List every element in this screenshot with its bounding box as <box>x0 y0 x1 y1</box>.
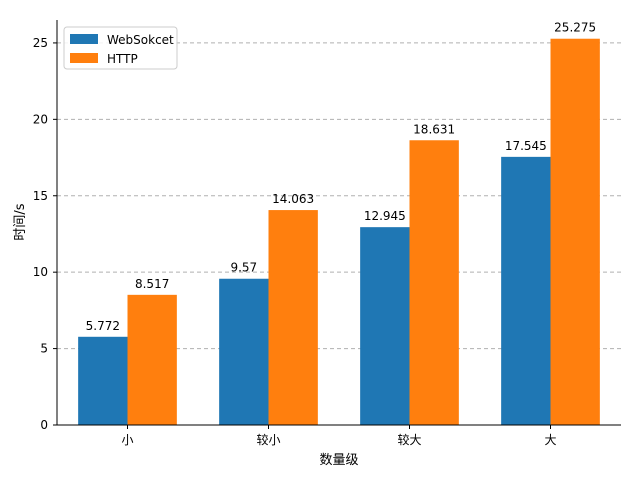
x-tick-label: 大 <box>544 433 556 447</box>
data-label: 8.517 <box>135 277 169 291</box>
y-tick-label: 0 <box>40 418 48 432</box>
y-tick-label: 20 <box>33 112 48 126</box>
y-tick-label: 5 <box>40 342 48 356</box>
labels-layer: 5.772 8.517 9.57 14.063 12.945 18.631 17.545 25… <box>86 21 597 333</box>
data-label: 18.631 <box>413 122 455 136</box>
x-axis-title: 数量级 <box>319 453 358 468</box>
data-label: 12.945 <box>364 209 406 223</box>
x-tick-label: 小 <box>121 433 133 447</box>
y-axis-title: 时间/s <box>13 203 28 240</box>
bar-websocket <box>78 336 128 425</box>
bar-http <box>127 294 177 425</box>
legend: WebSokcet HTTP <box>63 26 178 70</box>
data-label: 9.57 <box>230 261 257 275</box>
legend-label-websocket: WebSokcet <box>107 33 174 47</box>
y-tick-label: 10 <box>33 265 48 279</box>
legend-swatch-websocket <box>70 34 98 44</box>
y-tick-label: 15 <box>33 189 48 203</box>
bar-websocket <box>219 278 269 425</box>
x-tick-label: 较大 <box>397 432 421 447</box>
y-tick-label: 25 <box>33 36 48 50</box>
axes-layer: 0 5 10 15 20 25 小 较小 较大 大 <box>33 20 621 447</box>
bar-websocket <box>360 227 410 425</box>
bar-http <box>550 38 600 425</box>
legend-swatch-http <box>70 53 98 63</box>
bar-http <box>409 140 459 425</box>
bar-websocket <box>501 156 551 425</box>
data-label: 25.275 <box>554 21 596 35</box>
data-label: 14.063 <box>272 192 314 206</box>
bar-http <box>268 210 318 425</box>
legend-label-http: HTTP <box>107 52 138 66</box>
x-tick-label: 较小 <box>256 432 280 447</box>
data-label: 17.545 <box>505 139 547 153</box>
data-label: 5.772 <box>86 319 120 333</box>
bars-layer <box>78 38 600 425</box>
